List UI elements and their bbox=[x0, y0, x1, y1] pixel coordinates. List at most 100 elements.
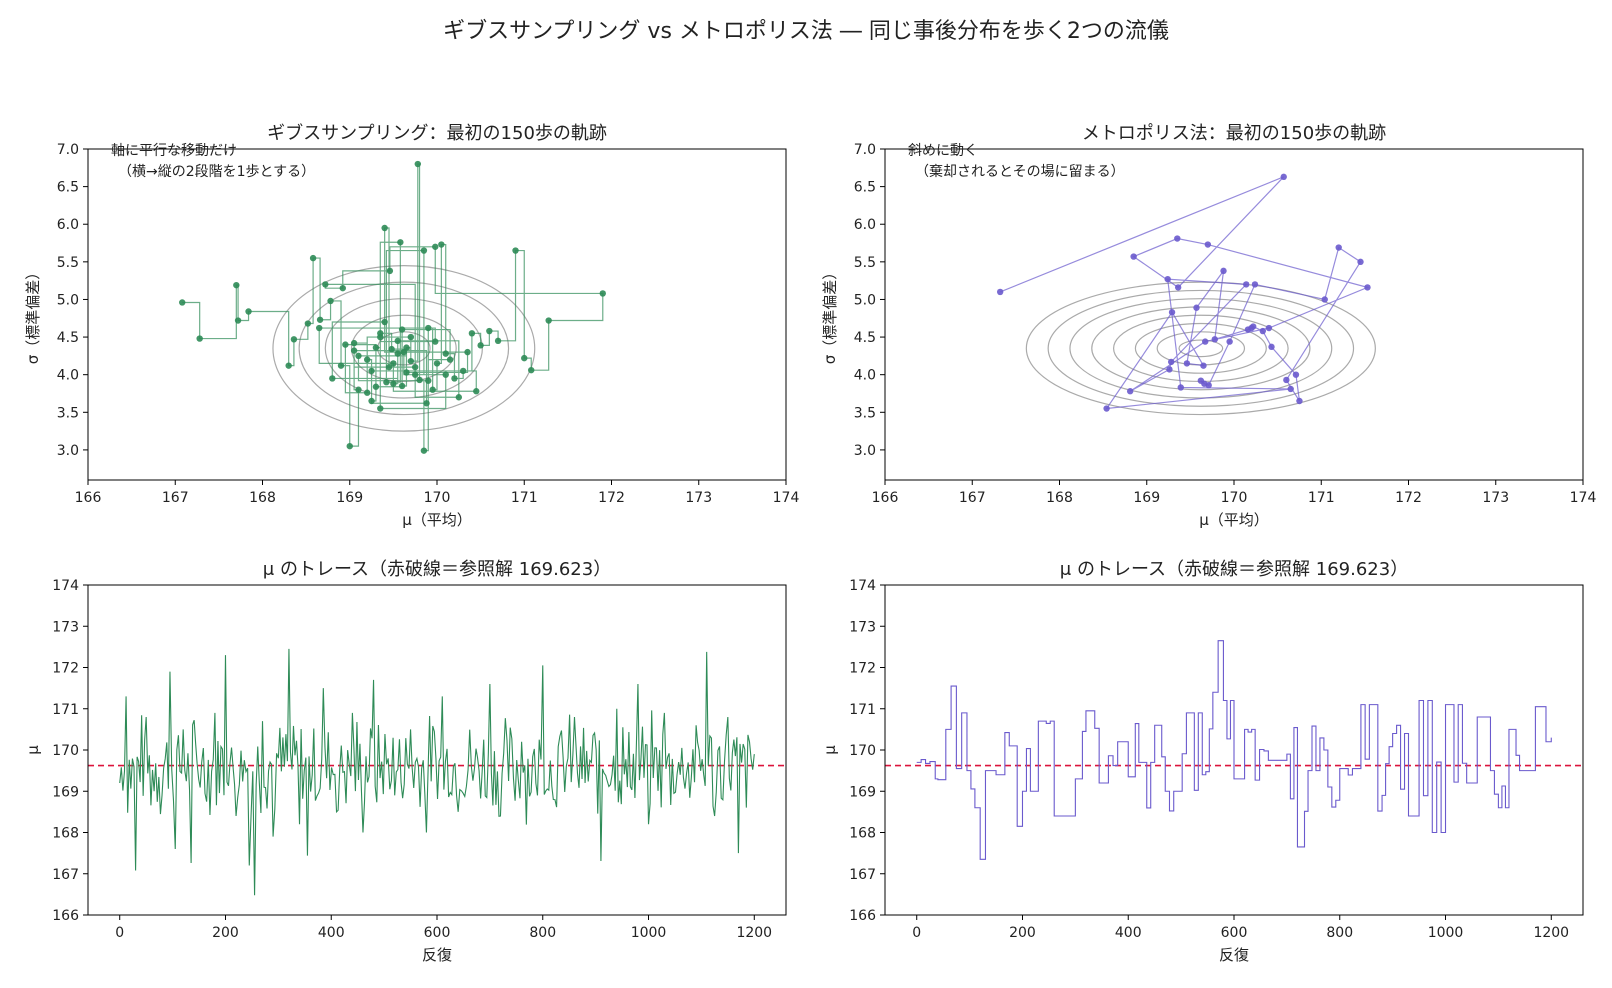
x-tick-label: 600 bbox=[1221, 925, 1248, 941]
mh_path-ylabel: σ（標準偏差） bbox=[821, 265, 839, 365]
x-tick-label: 400 bbox=[1115, 925, 1142, 941]
data-point bbox=[368, 367, 375, 375]
x-tick-label: 169 bbox=[1133, 490, 1160, 506]
data-point bbox=[385, 363, 393, 371]
data-point bbox=[179, 299, 186, 306]
data-point bbox=[420, 447, 428, 454]
data-point bbox=[350, 347, 358, 354]
y-tick-label: 169 bbox=[849, 784, 876, 800]
mh_path-frame bbox=[884, 148, 1584, 481]
data-point bbox=[1280, 173, 1287, 181]
data-point bbox=[403, 369, 410, 376]
data-point bbox=[1249, 323, 1257, 330]
data-point bbox=[398, 326, 406, 333]
data-point bbox=[316, 316, 324, 323]
data-point bbox=[1287, 385, 1294, 393]
mh_trace-panel: 0 200 400 600 800 1000 1200 166 167 168 169 170 171 1… bbox=[821, 559, 1584, 964]
data-point bbox=[1364, 284, 1371, 291]
x-tick-label: 171 bbox=[1308, 490, 1335, 506]
data-point bbox=[397, 239, 404, 246]
data-point bbox=[1296, 397, 1303, 405]
data-point bbox=[455, 394, 463, 401]
data-point bbox=[309, 254, 317, 262]
data-point bbox=[285, 362, 292, 369]
data-point bbox=[381, 224, 388, 232]
data-point bbox=[1226, 338, 1233, 345]
contour-ring bbox=[1178, 339, 1224, 358]
mh_path-panel: 166 167 168 169 170 171 172 173 174 3.0 3.5 4.0 4.5 5… bbox=[821, 123, 1596, 529]
mh_path-annotation-line1: 斜めに動く bbox=[908, 143, 978, 159]
y-tick-label: 173 bbox=[849, 619, 876, 635]
data-point bbox=[233, 281, 240, 289]
data-point bbox=[459, 367, 467, 375]
data-point bbox=[1200, 362, 1207, 369]
gibbs_path-xlabel: μ（平均） bbox=[402, 511, 472, 529]
data-point bbox=[398, 382, 406, 390]
data-point bbox=[355, 386, 362, 393]
data-point bbox=[451, 375, 458, 382]
y-tick-label: 5.5 bbox=[57, 255, 79, 271]
y-tick-label: 3.0 bbox=[854, 443, 876, 459]
x-tick-label: 170 bbox=[1221, 490, 1248, 506]
x-tick-label: 0 bbox=[115, 925, 124, 941]
data-point bbox=[381, 318, 388, 326]
data-point bbox=[545, 317, 552, 324]
data-point bbox=[1130, 253, 1137, 260]
contour-ring bbox=[1091, 306, 1311, 391]
x-tick-label: 167 bbox=[959, 490, 986, 506]
y-tick-label: 4.0 bbox=[854, 368, 876, 384]
data-point bbox=[346, 442, 353, 450]
y-tick-label: 168 bbox=[52, 826, 79, 842]
y-tick-label: 6.5 bbox=[854, 180, 876, 196]
x-tick-label: 1200 bbox=[1533, 925, 1569, 941]
data-point bbox=[368, 397, 375, 405]
data-point bbox=[411, 363, 419, 371]
data-point bbox=[329, 375, 336, 382]
gibbs_trace-xlabel: 反復 bbox=[422, 946, 452, 964]
data-point bbox=[1268, 343, 1275, 351]
data-point bbox=[1204, 241, 1212, 248]
contour-ring bbox=[324, 298, 483, 399]
y-tick-label: 171 bbox=[849, 702, 876, 718]
mh_path-title: メトロポリス法：最初の150歩の軌跡 bbox=[1082, 123, 1386, 144]
data-point bbox=[438, 241, 445, 248]
data-point bbox=[304, 320, 312, 327]
y-tick-label: 173 bbox=[52, 619, 79, 635]
data-point bbox=[355, 352, 362, 360]
x-tick-label: 172 bbox=[598, 490, 625, 506]
data-point bbox=[1251, 281, 1259, 288]
y-tick-label: 166 bbox=[52, 908, 79, 924]
data-point bbox=[290, 336, 298, 343]
data-point bbox=[1167, 358, 1175, 366]
x-tick-label: 200 bbox=[1009, 925, 1036, 941]
data-point bbox=[477, 342, 484, 349]
data-point bbox=[1292, 371, 1300, 378]
data-point bbox=[394, 350, 401, 357]
data-point bbox=[442, 371, 449, 378]
x-tick-label: 172 bbox=[1395, 490, 1422, 506]
data-point bbox=[420, 247, 428, 254]
y-tick-label: 170 bbox=[52, 743, 79, 759]
y-tick-label: 174 bbox=[849, 578, 876, 594]
mh_trace-plot-area bbox=[885, 640, 1583, 860]
data-point bbox=[383, 379, 390, 386]
mh_path-plot-area bbox=[996, 173, 1376, 416]
data-point bbox=[390, 380, 397, 387]
y-tick-label: 5.0 bbox=[57, 292, 79, 308]
contour-ring bbox=[1025, 281, 1376, 416]
data-point bbox=[1103, 405, 1110, 412]
gibbs_trace-plot-area bbox=[88, 648, 786, 896]
data-point bbox=[512, 247, 519, 254]
data-point bbox=[1168, 309, 1176, 316]
data-point bbox=[1357, 258, 1364, 266]
data-point bbox=[372, 383, 380, 390]
y-tick-label: 3.5 bbox=[57, 405, 79, 421]
data-point bbox=[464, 348, 471, 356]
x-tick-label: 200 bbox=[212, 925, 239, 941]
data-point bbox=[1193, 304, 1200, 311]
mh_path-xlabel: μ（平均） bbox=[1199, 511, 1269, 529]
data-point bbox=[433, 360, 441, 367]
y-tick-label: 4.0 bbox=[57, 368, 79, 384]
data-point bbox=[996, 288, 1004, 296]
x-tick-label: 400 bbox=[318, 925, 345, 941]
